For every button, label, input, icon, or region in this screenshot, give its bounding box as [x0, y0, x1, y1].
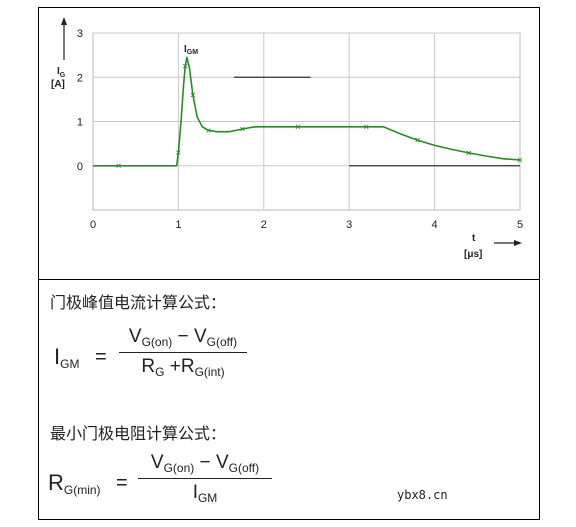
series-line-0 — [93, 57, 520, 166]
y-tick-label-3: 3 — [77, 28, 83, 40]
heading-peak-current: 门极峰值电流计算公式： — [50, 289, 226, 313]
chart-grid — [93, 33, 520, 210]
x-tick-label-0: 0 — [90, 219, 96, 231]
formula1-equals: = — [95, 346, 107, 369]
formula2-equals: = — [116, 472, 128, 495]
chart-ticks: 0 1 2 3 4 5 0 1 2 3 — [77, 28, 523, 231]
watermark: ybx8.cn — [397, 488, 448, 502]
y-tick-label-2: 2 — [77, 72, 83, 84]
formula2-fraction-bar — [138, 478, 272, 479]
x-tick-label-1: 1 — [175, 219, 181, 231]
y-tick-label-0: 0 — [77, 161, 83, 173]
y-tick-label-1: 1 — [77, 117, 83, 129]
x-axis-unit: [μs] — [464, 249, 482, 260]
heading-min-resistance: 最小门极电阻计算公式： — [50, 420, 226, 444]
formula1-numerator: VG(on) − VG(off) — [119, 326, 247, 349]
x-tick-label-4: 4 — [432, 219, 438, 231]
x-axis-arrowhead — [514, 240, 522, 246]
formula1-lhs: IGM — [54, 344, 79, 371]
x-tick-label-2: 2 — [261, 219, 267, 231]
x-tick-label-5: 5 — [517, 219, 523, 231]
x-tick-label-3: 3 — [346, 219, 352, 231]
y-axis-arrowhead — [61, 17, 67, 25]
formula1-denominator: RG +RG(int) — [119, 356, 247, 379]
gate-current-chart: 0 1 2 3 4 5 0 1 2 3 IG [A] t [μs] IGM — [0, 0, 576, 290]
formula1-fraction: VG(on) − VG(off) RG +RG(int) — [119, 326, 247, 379]
formula2-lhs: RG(min) — [48, 470, 101, 497]
formula1-fraction-bar — [119, 352, 247, 353]
formula2-denominator: IGM — [138, 482, 272, 505]
chart-marks — [93, 57, 522, 167]
x-axis-label: t — [472, 233, 476, 244]
y-axis-unit: [A] — [51, 79, 65, 90]
y-axis-label: IG — [57, 66, 66, 79]
peak-annotation: IGM — [184, 44, 198, 56]
formula2-fraction: VG(on) − VG(off) IGM — [138, 452, 272, 505]
formula2-numerator: VG(on) − VG(off) — [138, 452, 272, 475]
